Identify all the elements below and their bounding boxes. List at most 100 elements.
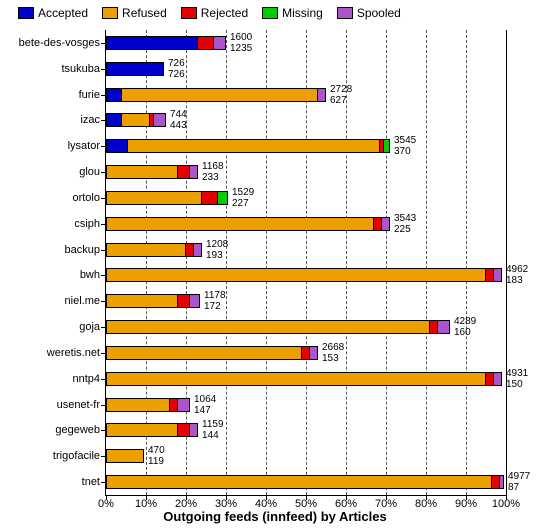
bar-row: bwh4962183 — [106, 263, 506, 289]
bar-segment — [106, 165, 178, 179]
x-axis-title: Outgoing feeds (innfeed) by Articles — [0, 509, 550, 524]
bar-segment — [106, 62, 164, 76]
legend-label: Spooled — [357, 6, 401, 20]
value-label-top: 1178 — [204, 291, 226, 301]
bar-row: furie2728627 — [106, 82, 506, 108]
bar-row: csiph3543225 — [106, 211, 506, 237]
value-label-top: 4962 — [506, 265, 528, 275]
legend-item: Accepted — [18, 6, 88, 20]
bar-segment — [106, 243, 186, 257]
value-label-bottom: 87 — [508, 483, 519, 493]
bar-row: usenet-fr1064147 — [106, 392, 506, 418]
value-label-top: 4977 — [508, 472, 530, 482]
plot-area: 0%10%20%30%40%50%60%70%80%90%100%bete-de… — [105, 30, 507, 496]
legend-item: Missing — [262, 6, 323, 20]
bar-segment — [178, 423, 190, 437]
legend-item: Refused — [102, 6, 167, 20]
y-label: gegeweb — [0, 424, 100, 436]
y-label: csiph — [0, 218, 100, 230]
bar-segment — [106, 449, 144, 463]
value-label-bottom: 150 — [506, 380, 523, 390]
y-label: nntp4 — [0, 373, 100, 385]
bar-row: ortolo1529227 — [106, 185, 506, 211]
bar-row: trigofacile470119 — [106, 443, 506, 469]
value-label-top: 470 — [148, 446, 165, 456]
bar-segment — [106, 217, 374, 231]
bar-row: gegeweb1159144 — [106, 418, 506, 444]
legend-label: Refused — [122, 6, 167, 20]
value-label-bottom: 153 — [322, 354, 339, 364]
value-label-bottom: 233 — [202, 173, 219, 183]
bar-segment — [178, 398, 190, 412]
bar-segment — [494, 372, 502, 386]
legend-label: Missing — [282, 6, 323, 20]
value-label-bottom: 160 — [454, 328, 471, 338]
y-label: bete-des-vosges — [0, 37, 100, 49]
value-label-bottom: 227 — [232, 199, 249, 209]
legend-item: Rejected — [181, 6, 248, 20]
bar-row: glou1168233 — [106, 159, 506, 185]
bar-segment — [106, 36, 198, 50]
value-label-top: 1529 — [232, 188, 254, 198]
value-label-bottom: 119 — [148, 457, 164, 467]
bar-segment — [302, 346, 310, 360]
value-label-bottom: 144 — [202, 431, 219, 441]
bar-row: izac744443 — [106, 108, 506, 134]
bar-segment — [106, 88, 122, 102]
y-label: weretis.net — [0, 347, 100, 359]
value-label-top: 1064 — [194, 395, 216, 405]
value-label-top: 2668 — [322, 343, 344, 353]
value-label-top: 1600 — [230, 33, 252, 43]
y-label: backup — [0, 244, 100, 256]
y-label: furie — [0, 89, 100, 101]
legend: Accepted Refused Rejected Missing Spooled — [18, 6, 401, 20]
y-label: izac — [0, 114, 100, 126]
value-label-bottom: 183 — [506, 276, 523, 286]
value-label-top: 4931 — [506, 369, 528, 379]
bar-segment — [194, 243, 202, 257]
bar-row: tnet497787 — [106, 469, 506, 495]
legend-swatch — [18, 7, 34, 19]
bar-segment — [170, 398, 178, 412]
bar-segment — [430, 320, 438, 334]
bar-segment — [106, 139, 128, 153]
bar-segment — [106, 346, 302, 360]
value-label-bottom: 443 — [170, 121, 187, 131]
bar-segment — [214, 36, 226, 50]
bar-row: bete-des-vosges16001235 — [106, 30, 506, 56]
bar-segment — [494, 268, 502, 282]
bar-row: niel.me1178172 — [106, 288, 506, 314]
y-label: tsukuba — [0, 63, 100, 75]
value-label-top: 726 — [168, 59, 185, 69]
value-label-top: 1159 — [202, 420, 224, 430]
value-label-top: 744 — [170, 110, 187, 120]
bar-segment — [106, 398, 170, 412]
bar-segment — [438, 320, 450, 334]
bar-segment — [190, 294, 200, 308]
legend-swatch — [181, 7, 197, 19]
bar-segment — [190, 165, 198, 179]
bar-segment — [122, 113, 150, 127]
value-label-top: 3545 — [394, 136, 416, 146]
bar-row: lysator3545370 — [106, 133, 506, 159]
bar-segment — [106, 475, 492, 489]
bar-segment — [384, 139, 390, 153]
bar-segment — [106, 113, 122, 127]
legend-swatch — [262, 7, 278, 19]
value-label-bottom: 370 — [394, 147, 411, 157]
y-label: bwh — [0, 269, 100, 281]
bar-row: tsukuba726726 — [106, 56, 506, 82]
bar-segment — [486, 372, 494, 386]
bar-segment — [374, 217, 382, 231]
value-label-top: 3543 — [394, 214, 416, 224]
bar-segment — [500, 475, 504, 489]
bar-segment — [202, 191, 218, 205]
bar-row: goja4289160 — [106, 314, 506, 340]
y-label: niel.me — [0, 295, 100, 307]
value-label-bottom: 147 — [194, 406, 211, 416]
bar-row: backup1208193 — [106, 237, 506, 263]
value-label-top: 2728 — [330, 85, 352, 95]
legend-swatch — [337, 7, 353, 19]
y-label: usenet-fr — [0, 399, 100, 411]
bar-segment — [106, 423, 178, 437]
